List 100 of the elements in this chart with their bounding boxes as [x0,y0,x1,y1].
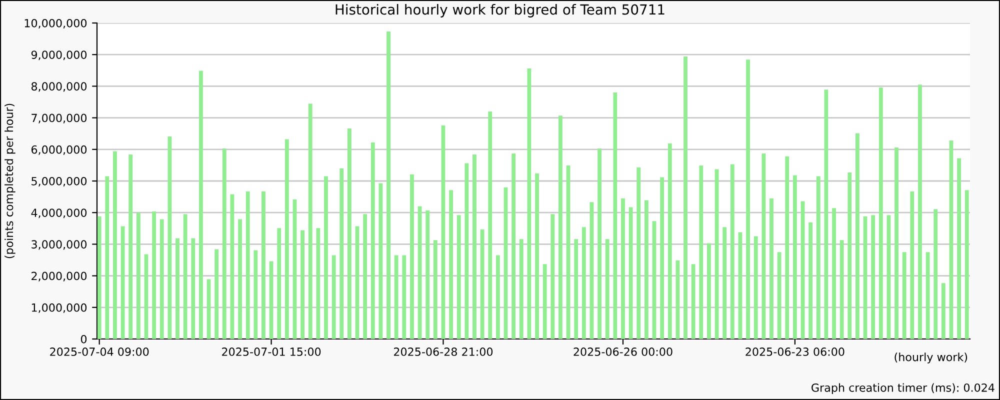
bar [652,221,656,339]
bar [527,68,532,339]
bar [871,215,876,339]
bar [519,239,524,339]
bar [316,228,320,339]
bar [848,172,852,339]
bar [684,56,688,339]
bar [254,250,258,339]
y-tick-label: 1,000,000 [32,303,87,313]
bar [824,90,828,339]
bar [636,167,641,339]
bar [347,128,352,339]
bar [722,227,727,339]
bar [222,148,226,339]
bar [402,255,406,339]
bar [738,232,742,339]
bar [886,215,891,339]
bar [840,240,844,339]
y-tick-label: 7,000,000 [32,114,87,124]
bar [926,252,930,339]
bar [785,156,790,339]
bar [160,219,164,339]
bar [456,215,461,339]
bar [394,255,398,339]
bar [598,148,602,339]
x-tick-label: 2025-06-26 00:00 [574,348,672,356]
bar [262,191,266,339]
y-tick-label: 6,000,000 [32,145,87,155]
bar [856,133,860,339]
bar [676,260,680,339]
bar [754,236,758,339]
bar [426,210,430,339]
bar [792,175,797,339]
bar [370,142,375,339]
bar [699,166,704,339]
bar [957,158,962,339]
bar [949,140,954,339]
bar [910,191,914,339]
bar [168,136,172,339]
bar [918,84,922,339]
bar [566,166,570,339]
bar [480,229,484,339]
y-tick-label: 3,000,000 [32,240,87,250]
bar [340,168,344,339]
bar [746,60,750,339]
x-axis-title: (hourly work) [894,352,968,364]
bar [238,219,242,339]
bar [590,202,594,339]
bar [628,207,633,339]
bar [582,227,586,339]
bar [488,111,492,339]
bar [410,174,414,339]
bar [668,143,672,339]
bar [770,198,774,339]
bar [691,264,696,339]
bar [97,216,102,339]
bar [152,211,156,339]
bar [363,214,368,339]
text: Graph creation timer (ms): 0.024 [812,383,994,394]
bar [378,183,383,339]
bar [558,116,562,339]
bar [105,176,110,339]
x-tick-label: 2025-06-23 06:00 [746,348,844,356]
y-tick-label: 8,000,000 [31,82,87,92]
bar [621,198,625,339]
bar [300,230,305,339]
bar [574,239,578,339]
bar [512,154,516,339]
bar [136,212,140,339]
bar [605,239,610,339]
bar [762,154,766,339]
bar [878,87,883,339]
bar [660,177,664,339]
bar [496,255,500,339]
bar [800,201,805,339]
x-tick-label: 2025-07-04 09:00 [50,348,149,356]
bar [441,125,446,339]
bar [277,228,282,339]
bar [808,222,813,339]
bar [707,243,711,339]
bar [894,148,898,339]
bar [777,252,782,339]
chart-title: Historical hourly work for bigred of Team 50711 [336,4,664,18]
bar [386,32,390,339]
bar [176,238,180,339]
bar [214,249,219,339]
x-tick-label: 2025-07-01 15:00 [222,348,321,356]
x-tick-label: 2025-06-28 21:00 [394,348,493,356]
bar [941,283,946,339]
bar [284,139,289,339]
bar [472,154,476,339]
bar [832,208,836,339]
bar [934,209,938,339]
bar [542,264,547,339]
y-tick-label: 5,000,000 [32,176,87,187]
bar [449,190,453,339]
bar [902,252,906,339]
y-tick-label: 0 [80,334,87,344]
bar [128,154,133,339]
bar [355,226,360,339]
